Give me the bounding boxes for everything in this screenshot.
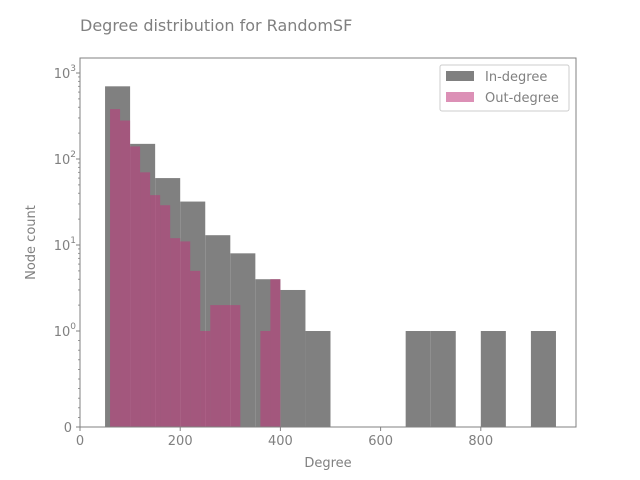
y-tick-label-1: 100: [54, 322, 77, 340]
in-degree-bar-7: [280, 289, 306, 427]
out-degree-bar-13: [260, 331, 271, 427]
in-degree-bar-10: [430, 331, 456, 427]
out-degree-bar-12: [230, 305, 241, 427]
x-tick-label-3: 600: [368, 434, 393, 449]
out-degree-bar-14: [270, 279, 281, 427]
out-degree-bar-9: [200, 331, 211, 427]
legend-swatch-0: [446, 71, 474, 81]
x-tick-label-0: 0: [76, 434, 84, 449]
out-degree-bar-5: [160, 205, 171, 427]
legend: In-degree Out-degree: [439, 64, 570, 112]
in-degree-bar-8: [305, 331, 331, 427]
plot-frame: [79, 57, 577, 428]
legend-label-0: In-degree: [485, 70, 547, 85]
out-degree-bar-2: [130, 146, 141, 427]
histogram-bars: [105, 86, 556, 428]
in-degree-bar-11: [480, 331, 506, 427]
in-degree-bar-12: [530, 331, 556, 427]
legend-label-1: Out-degree: [485, 91, 559, 106]
x-axis-label: Degree: [304, 456, 351, 471]
y-tick-label-3: 102: [54, 150, 76, 168]
legend-swatch-1: [446, 92, 474, 102]
chart-title: Degree distribution for RandomSF: [80, 16, 352, 35]
out-degree-bar-7: [180, 241, 191, 427]
x-tick-label-2: 400: [268, 434, 293, 449]
x-tick-label-4: 800: [468, 434, 493, 449]
x-axis: 0 200 400 600 800: [76, 427, 493, 449]
y-tick-label-0: 0: [64, 421, 72, 436]
y-tick-label-2: 101: [54, 236, 76, 254]
out-degree-bar-11: [220, 305, 231, 427]
out-degree-bar-6: [170, 238, 181, 427]
out-degree-bar-1: [120, 120, 131, 427]
out-degree-bar-0: [110, 109, 121, 427]
out-degree-bar-10: [210, 305, 221, 427]
out-degree-bar-4: [150, 195, 161, 427]
y-tick-label-4: 103: [54, 64, 76, 82]
y-axis-label: Node count: [24, 205, 39, 280]
x-tick-label-1: 200: [168, 434, 193, 449]
y-axis: 0 100 101 102 103: [54, 64, 80, 436]
out-degree-bar-8: [190, 270, 201, 427]
out-degree-bar-3: [140, 172, 151, 427]
in-degree-bar-9: [405, 331, 431, 427]
